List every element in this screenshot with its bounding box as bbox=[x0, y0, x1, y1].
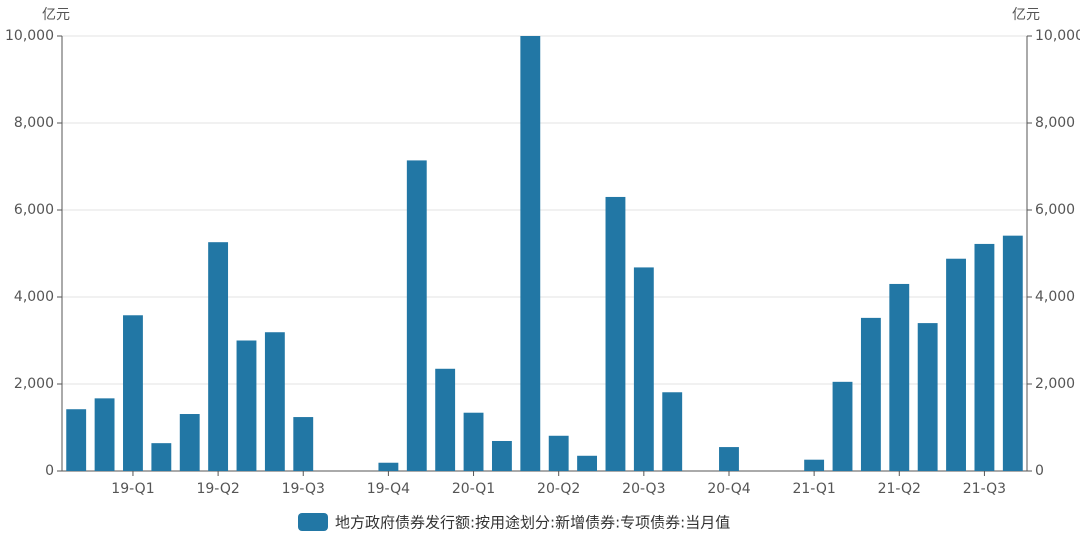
bar bbox=[1002, 235, 1023, 471]
x-tick-label: 19-Q1 bbox=[111, 481, 154, 497]
bar bbox=[151, 443, 172, 471]
bar bbox=[804, 459, 825, 471]
legend-label: 地方政府债券发行额:按用途划分:新增债券:专项债券:当月值 bbox=[335, 514, 730, 532]
y-axis-unit: 亿元 bbox=[42, 7, 70, 23]
x-tick-label: 21-Q1 bbox=[792, 481, 835, 497]
bar bbox=[917, 323, 938, 471]
bar bbox=[208, 242, 229, 471]
bar bbox=[94, 398, 115, 471]
bar bbox=[406, 160, 427, 471]
bar bbox=[860, 317, 881, 471]
y-tick-label: 6,000 bbox=[14, 202, 54, 218]
x-tick-label: 20-Q2 bbox=[537, 481, 580, 497]
y2-tick-label: 8,000 bbox=[1035, 115, 1075, 131]
bar bbox=[236, 340, 257, 471]
x-tick-label: 21-Q2 bbox=[878, 481, 921, 497]
y2-tick-label: 2,000 bbox=[1035, 376, 1075, 392]
y-tick-label: 2,000 bbox=[14, 376, 54, 392]
y2-tick-label: 10,000 bbox=[1035, 28, 1080, 44]
y2-tick-label: 6,000 bbox=[1035, 202, 1075, 218]
bar bbox=[832, 381, 853, 471]
bar bbox=[548, 435, 569, 471]
y2-tick-label: 0 bbox=[1035, 463, 1044, 479]
bar bbox=[463, 412, 484, 471]
bar bbox=[491, 440, 512, 471]
bar bbox=[179, 414, 200, 471]
y2-tick-label: 4,000 bbox=[1035, 289, 1075, 305]
x-tick-label: 19-Q2 bbox=[196, 481, 239, 497]
x-tick-label: 21-Q3 bbox=[963, 481, 1006, 497]
y-tick-label: 8,000 bbox=[14, 115, 54, 131]
bar bbox=[123, 315, 143, 471]
x-tick-label: 19-Q3 bbox=[282, 481, 325, 497]
bar bbox=[633, 267, 654, 471]
bar bbox=[378, 462, 399, 471]
legend-swatch bbox=[298, 513, 328, 531]
bar bbox=[946, 258, 966, 471]
bar bbox=[974, 243, 995, 471]
y-tick-label: 4,000 bbox=[14, 289, 54, 305]
x-tick-label: 20-Q3 bbox=[622, 481, 665, 497]
bar bbox=[719, 447, 739, 471]
bar bbox=[662, 392, 683, 471]
bar bbox=[520, 36, 541, 471]
bar bbox=[605, 196, 626, 471]
y-tick-label: 0 bbox=[45, 463, 54, 479]
bar bbox=[435, 368, 456, 471]
bar bbox=[577, 455, 598, 471]
y2-axis-unit: 亿元 bbox=[1012, 7, 1040, 23]
x-tick-label: 19-Q4 bbox=[367, 481, 410, 497]
bar bbox=[264, 332, 285, 471]
y-tick-label: 10,000 bbox=[5, 28, 54, 44]
bar bbox=[889, 283, 910, 471]
x-tick-label: 20-Q1 bbox=[452, 481, 495, 497]
x-tick-label: 20-Q4 bbox=[707, 481, 750, 497]
bar bbox=[293, 417, 314, 471]
bar bbox=[66, 409, 87, 471]
